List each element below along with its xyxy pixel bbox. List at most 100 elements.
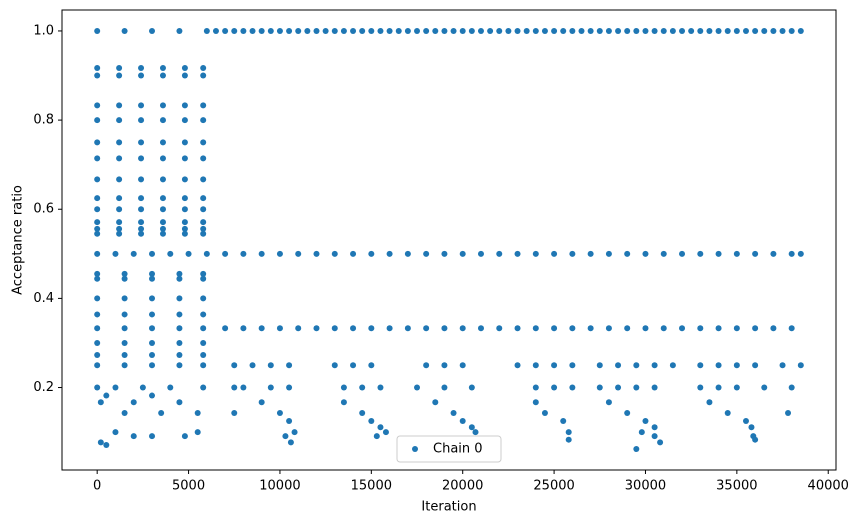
point	[94, 270, 101, 277]
point	[149, 27, 156, 34]
point	[116, 206, 123, 213]
point	[258, 27, 265, 34]
point	[200, 176, 207, 183]
point	[176, 27, 183, 34]
point	[633, 27, 640, 34]
y-tick-label: 0.8	[33, 113, 54, 128]
point	[200, 72, 207, 79]
point	[423, 27, 430, 34]
point	[770, 250, 777, 257]
point	[181, 433, 188, 440]
point	[138, 102, 145, 109]
point	[231, 384, 238, 391]
point	[258, 250, 265, 257]
point	[340, 27, 347, 34]
point	[340, 399, 347, 406]
point	[200, 225, 207, 232]
point	[94, 250, 101, 257]
point	[715, 325, 722, 332]
point	[200, 270, 207, 277]
point	[200, 219, 207, 226]
point	[569, 250, 576, 257]
point	[200, 155, 207, 162]
point	[304, 27, 311, 34]
point	[697, 384, 704, 391]
point	[176, 339, 183, 346]
point	[706, 399, 713, 406]
point	[94, 72, 101, 79]
point	[267, 362, 274, 369]
point	[116, 139, 123, 146]
point	[181, 230, 188, 237]
point	[514, 250, 521, 257]
point	[94, 352, 101, 358]
point	[149, 275, 156, 282]
point	[121, 311, 128, 318]
point	[459, 325, 466, 332]
point	[200, 64, 207, 71]
point	[441, 250, 448, 257]
point	[159, 206, 166, 213]
point	[181, 64, 188, 71]
point	[291, 429, 298, 436]
point	[386, 325, 393, 332]
point	[724, 27, 731, 34]
point	[295, 27, 302, 34]
point	[642, 27, 649, 34]
point	[350, 27, 357, 34]
y-tick-label: 1.0	[33, 23, 54, 38]
point	[560, 27, 567, 34]
point	[331, 362, 338, 369]
point	[565, 429, 572, 436]
point	[605, 27, 612, 34]
point	[638, 429, 645, 436]
point	[149, 311, 156, 318]
point	[181, 225, 188, 232]
point	[587, 27, 594, 34]
x-tick-label: 0	[93, 479, 101, 494]
point	[203, 27, 210, 34]
point	[615, 27, 622, 34]
point	[761, 27, 768, 34]
point	[176, 399, 183, 406]
point	[523, 27, 530, 34]
point	[222, 250, 229, 257]
point	[121, 295, 128, 302]
point	[176, 352, 183, 358]
point	[159, 230, 166, 237]
point	[159, 155, 166, 162]
point	[715, 362, 722, 369]
point	[200, 230, 207, 237]
point	[200, 352, 207, 358]
point	[669, 27, 676, 34]
point	[788, 325, 795, 332]
point	[657, 439, 664, 446]
point	[423, 362, 430, 369]
point	[159, 64, 166, 71]
point	[159, 195, 166, 202]
point	[596, 384, 603, 391]
point	[505, 27, 512, 34]
point	[282, 433, 289, 440]
point	[752, 436, 759, 443]
point	[496, 27, 503, 34]
point	[94, 102, 101, 109]
point	[331, 325, 338, 332]
point	[532, 325, 539, 332]
x-tick-label: 5000	[172, 479, 205, 494]
point	[116, 155, 123, 162]
point	[441, 325, 448, 332]
x-tick-label: 15000	[351, 479, 392, 494]
point	[587, 250, 594, 257]
point	[116, 230, 123, 237]
point	[149, 352, 156, 358]
point	[697, 27, 704, 34]
x-tick-label: 20000	[442, 479, 483, 494]
point	[276, 409, 283, 416]
point	[733, 362, 740, 369]
point	[651, 384, 658, 391]
point	[138, 176, 145, 183]
point	[295, 325, 302, 332]
point	[200, 275, 207, 282]
point	[642, 325, 649, 332]
